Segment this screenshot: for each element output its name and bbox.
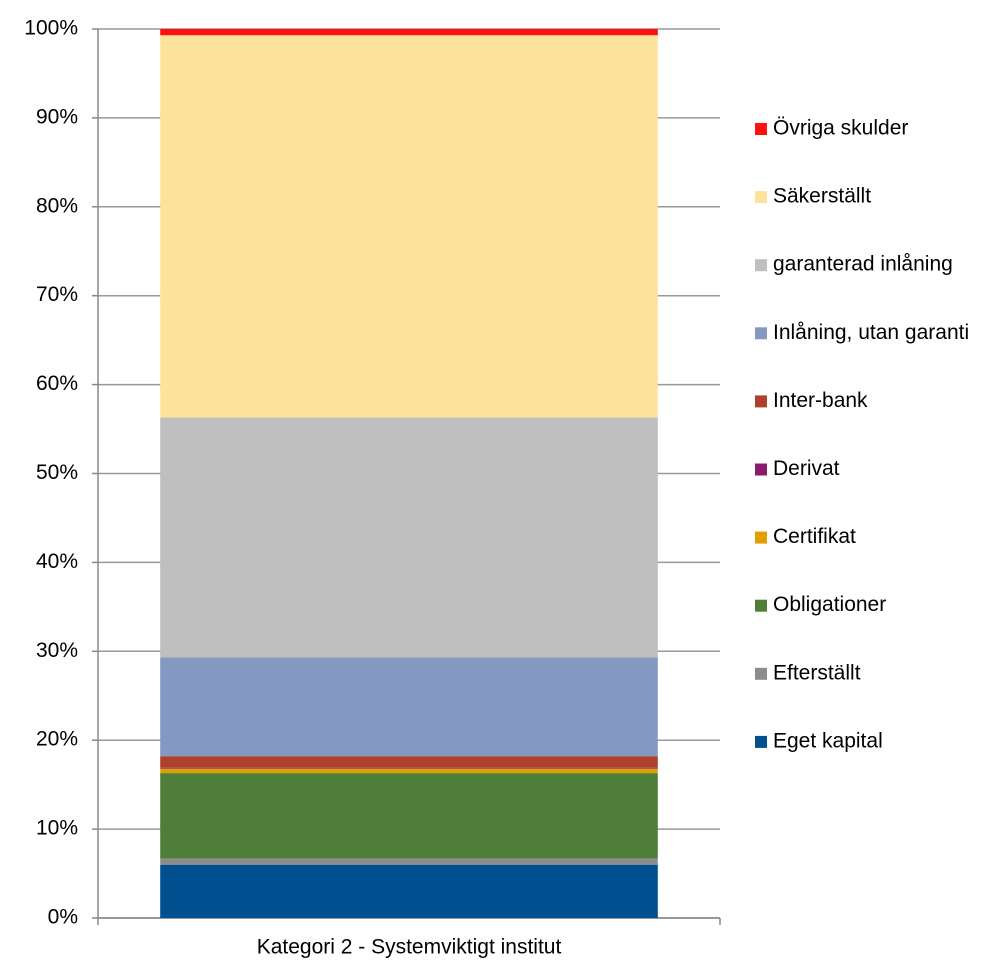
legend-label: Övriga skulder [773, 117, 908, 140]
bar-segment [160, 767, 658, 769]
bar-segment [160, 756, 658, 768]
bar-segment [160, 773, 658, 859]
legend-label: Säkerställt [773, 185, 871, 208]
legend-label: Derivat [773, 457, 840, 480]
legend-swatch [755, 123, 767, 135]
legend-swatch [755, 191, 767, 204]
bar-segment [160, 858, 658, 865]
y-tick-label: 0% [48, 906, 78, 929]
y-tick-label: 100% [24, 17, 78, 40]
y-tick-label: 70% [36, 283, 78, 306]
x-tick-label: Kategori 2 - Systemviktigt institut [257, 936, 562, 959]
y-tick-label: 40% [36, 550, 78, 573]
bar-segment [160, 35, 658, 418]
legend-swatch [755, 259, 767, 272]
y-tick-label: 60% [36, 372, 78, 395]
legend-swatch [755, 667, 767, 680]
legend-swatch [755, 531, 767, 544]
legend-label: Obligationer [773, 593, 886, 616]
legend-swatch [755, 735, 767, 748]
y-tick-label: 10% [36, 817, 78, 840]
legend-swatch [755, 463, 767, 476]
bar-segment [160, 864, 658, 918]
legend-swatch [755, 327, 767, 340]
y-tick-label: 80% [36, 194, 78, 217]
bar-segment [160, 417, 658, 658]
legend-label: Certifikat [773, 525, 856, 548]
bar-segment [160, 657, 658, 757]
legend-label: Eget kapital [773, 729, 883, 752]
legend-label: Inter-bank [773, 389, 868, 412]
y-tick-label: 50% [36, 461, 78, 484]
legend-label: Efterställt [773, 661, 861, 684]
bar-segment [160, 768, 658, 774]
bar-segment [160, 29, 658, 36]
y-tick-label: 30% [36, 639, 78, 662]
y-tick-label: 90% [36, 105, 78, 128]
legend-label: Inlåning, utan garanti [773, 321, 969, 344]
legend-swatch [755, 395, 767, 408]
legend-swatch [755, 599, 767, 612]
y-tick-label: 20% [36, 728, 78, 751]
legend-label: garanterad inlåning [773, 253, 953, 276]
